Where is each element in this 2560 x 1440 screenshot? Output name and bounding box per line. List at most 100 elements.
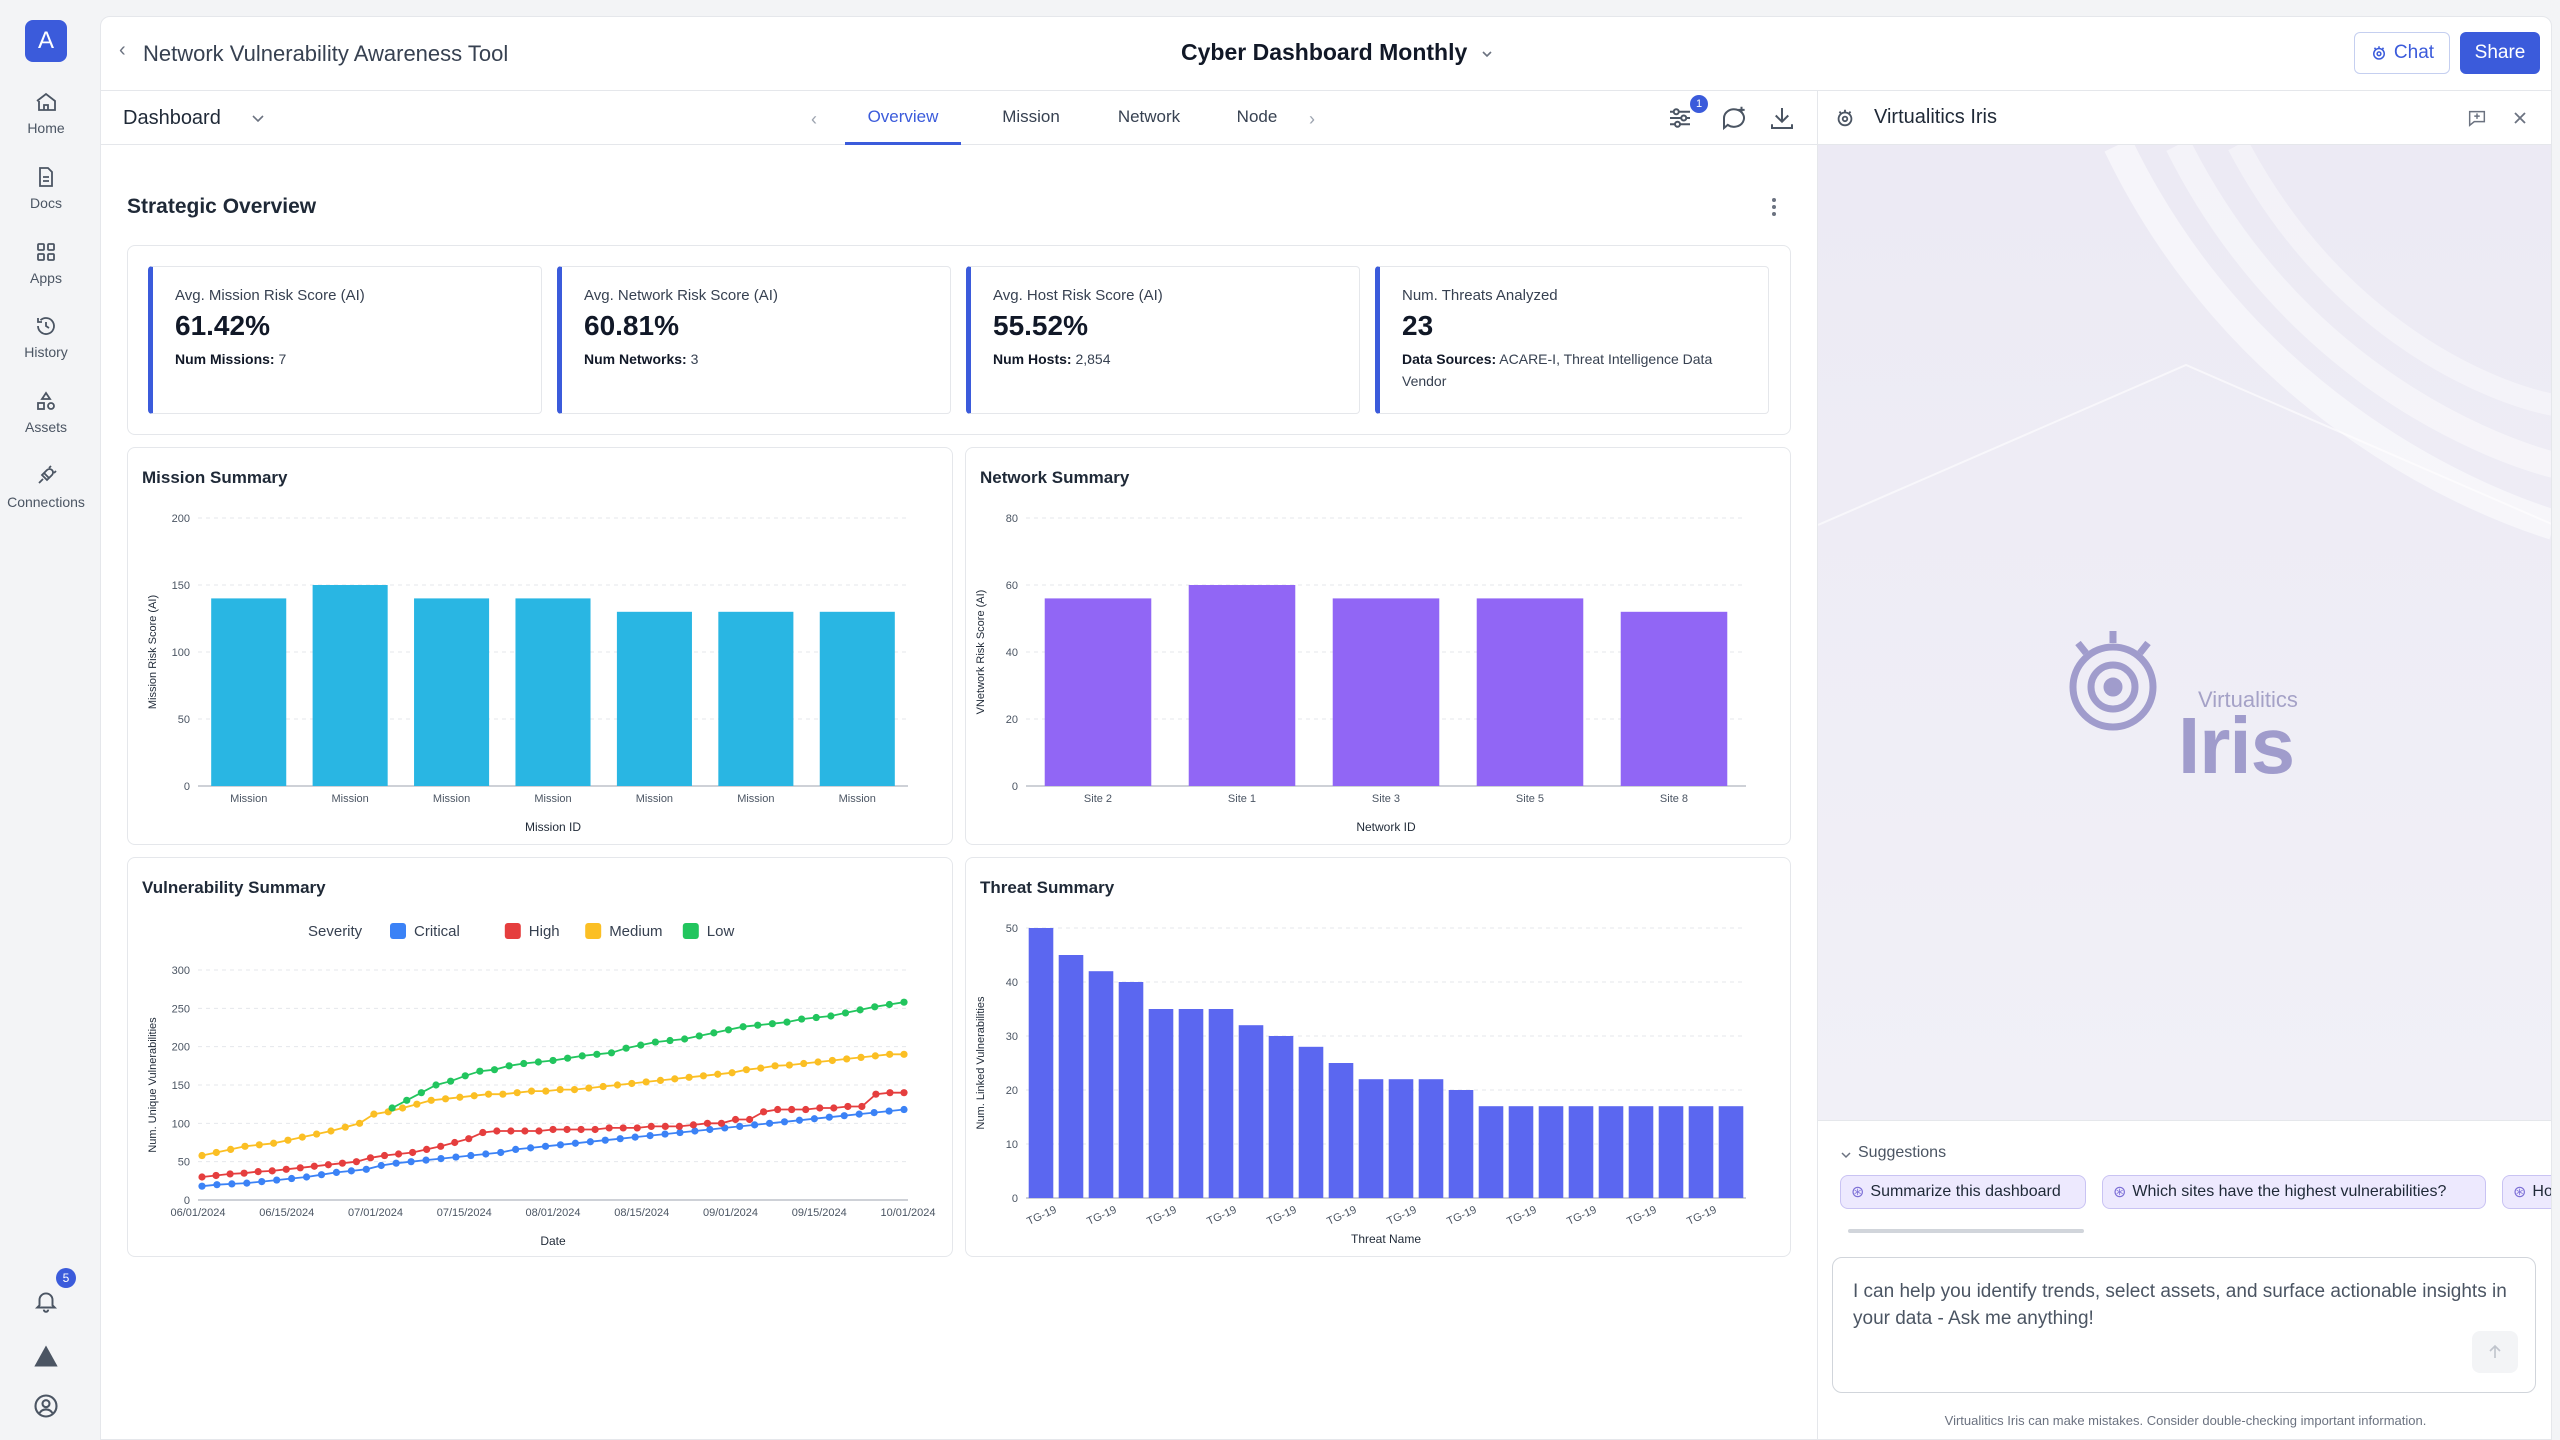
- rail-item-connections[interactable]: Connections: [0, 464, 92, 512]
- rail-item-notifications[interactable]: [0, 1288, 92, 1320]
- data-point: [282, 1165, 290, 1173]
- rail-item-docs[interactable]: Docs: [0, 165, 92, 213]
- suggestion-chip[interactable]: ⊛ Ho: [2502, 1175, 2551, 1209]
- data-point: [785, 1061, 793, 1069]
- app-name: Network Vulnerability Awareness Tool: [143, 41, 509, 66]
- kpi-card-mission-risk[interactable]: Avg. Mission Risk Score (AI) 61.42% Num …: [148, 266, 542, 414]
- chat-label: Chat: [2393, 42, 2435, 63]
- data-point: [521, 1127, 529, 1135]
- data-point: [451, 1138, 459, 1147]
- legend-swatch: [682, 923, 699, 939]
- new-chat-icon[interactable]: [2466, 107, 2488, 129]
- data-point: [317, 1171, 326, 1179]
- bar: [1268, 1036, 1294, 1198]
- data-point: [844, 1102, 852, 1111]
- share-button[interactable]: Share: [2460, 32, 2540, 74]
- data-point: [228, 1180, 236, 1188]
- data-point: [255, 1141, 263, 1149]
- data-point: [661, 1130, 669, 1138]
- iris-prompt-input[interactable]: I can help you identify trends, select a…: [1832, 1257, 2536, 1393]
- data-point: [714, 1070, 722, 1078]
- data-point: [642, 1078, 650, 1086]
- data-point: [814, 1058, 822, 1066]
- data-point: [637, 1041, 645, 1049]
- chat-button[interactable]: Chat: [2354, 32, 2450, 74]
- back-chevron-icon[interactable]: ‹: [119, 39, 126, 61]
- tab-mission[interactable]: Mission: [1002, 107, 1060, 126]
- x-tick-label: TG-19: [1565, 1204, 1598, 1228]
- x-tick-label: 10/01/2024: [880, 1207, 935, 1219]
- rail-item-apps[interactable]: Apps: [0, 240, 92, 288]
- x-axis-title: Date: [540, 1234, 566, 1248]
- data-point: [298, 1133, 306, 1141]
- x-tick-label: Mission: [636, 793, 673, 805]
- suggestion-chip[interactable]: ⊛ Which sites have the highest vulnerabi…: [2102, 1175, 2486, 1209]
- tab-scroll-left-icon[interactable]: ‹: [811, 109, 817, 129]
- data-point: [243, 1179, 251, 1187]
- rail-item-home[interactable]: Home: [0, 90, 92, 138]
- rail-item-history[interactable]: History: [0, 314, 92, 362]
- tab-node[interactable]: Node: [1236, 107, 1278, 126]
- data-point: [900, 1089, 908, 1097]
- data-point: [798, 1015, 806, 1023]
- bar: [1418, 1079, 1444, 1198]
- dashboard-selector-label[interactable]: Dashboard: [123, 107, 221, 129]
- bar: [1658, 1106, 1684, 1198]
- kpi-label: Avg. Host Risk Score (AI): [993, 287, 1163, 304]
- kpi-value: 23: [1402, 310, 1434, 341]
- y-tick-label: 250: [172, 1003, 190, 1015]
- suggestion-chip[interactable]: ⊛ Summarize this dashboard: [1840, 1175, 2086, 1209]
- download-icon[interactable]: [1767, 103, 1797, 133]
- data-point: [526, 1144, 535, 1152]
- comment-add-icon[interactable]: [1719, 103, 1749, 133]
- series-line: [201, 1053, 904, 1157]
- data-point: [422, 1156, 430, 1164]
- kpi-card-threats[interactable]: Num. Threats Analyzed 23 Data Sources: A…: [1375, 266, 1769, 414]
- kpi-card-host-risk[interactable]: Avg. Host Risk Score (AI) 55.52% Num Hos…: [966, 266, 1360, 414]
- close-icon[interactable]: [2510, 108, 2530, 128]
- iris-icon: [2372, 46, 2385, 60]
- dashboard-title-dropdown[interactable]: Cyber Dashboard Monthly: [1181, 39, 1494, 66]
- data-point: [788, 1105, 796, 1114]
- data-point: [751, 1121, 759, 1129]
- data-point: [467, 1151, 475, 1160]
- rail-item-assets[interactable]: Assets: [0, 389, 92, 437]
- plug-icon: [38, 465, 57, 484]
- data-point: [556, 1086, 564, 1094]
- kpi-card-network-risk[interactable]: Avg. Network Risk Score (AI) 60.81% Num …: [557, 266, 951, 414]
- kpi-sub: Data Sources: ACARE-I, Threat Intelligen…: [1402, 351, 1713, 389]
- rail-item-warning[interactable]: [0, 1342, 92, 1376]
- data-point: [843, 1055, 851, 1063]
- data-point: [646, 1132, 654, 1140]
- data-point: [858, 1102, 866, 1111]
- filter-sliders-icon[interactable]: [1665, 103, 1695, 133]
- x-tick-label: TG-19: [1145, 1204, 1178, 1228]
- x-tick-label: TG-19: [1205, 1204, 1238, 1228]
- data-point: [520, 1059, 528, 1068]
- data-point: [689, 1121, 698, 1129]
- chevron-down-icon[interactable]: [1840, 1149, 1852, 1161]
- data-point: [724, 1026, 733, 1034]
- rail-item-account[interactable]: [0, 1392, 92, 1426]
- chevron-down-icon[interactable]: [247, 107, 269, 129]
- suggestions-scrollbar[interactable]: [1848, 1229, 2084, 1233]
- data-point: [254, 1168, 262, 1176]
- data-point: [198, 1182, 206, 1190]
- data-point: [198, 1151, 206, 1160]
- tab-scroll-right-icon[interactable]: ›: [1309, 109, 1315, 129]
- data-point: [465, 1135, 473, 1143]
- y-axis-title: Num. Linked Vulnerabilities: [975, 996, 987, 1129]
- data-point: [647, 1122, 655, 1130]
- iris-logo-brand: Virtualitics: [2198, 687, 2298, 712]
- legend-swatch: [504, 923, 521, 939]
- send-button[interactable]: [2472, 1331, 2518, 1373]
- kpi-value: 60.81%: [584, 310, 679, 341]
- bar: [1332, 598, 1440, 786]
- workspace-avatar[interactable]: A: [25, 20, 67, 62]
- more-vertical-icon[interactable]: [1764, 195, 1784, 219]
- tab-network[interactable]: Network: [1117, 107, 1181, 126]
- x-tick-label: TG-19: [1625, 1204, 1658, 1228]
- tab-overview[interactable]: Overview: [845, 91, 961, 145]
- data-point: [739, 1023, 747, 1031]
- x-tick-label: 07/15/2024: [437, 1207, 492, 1219]
